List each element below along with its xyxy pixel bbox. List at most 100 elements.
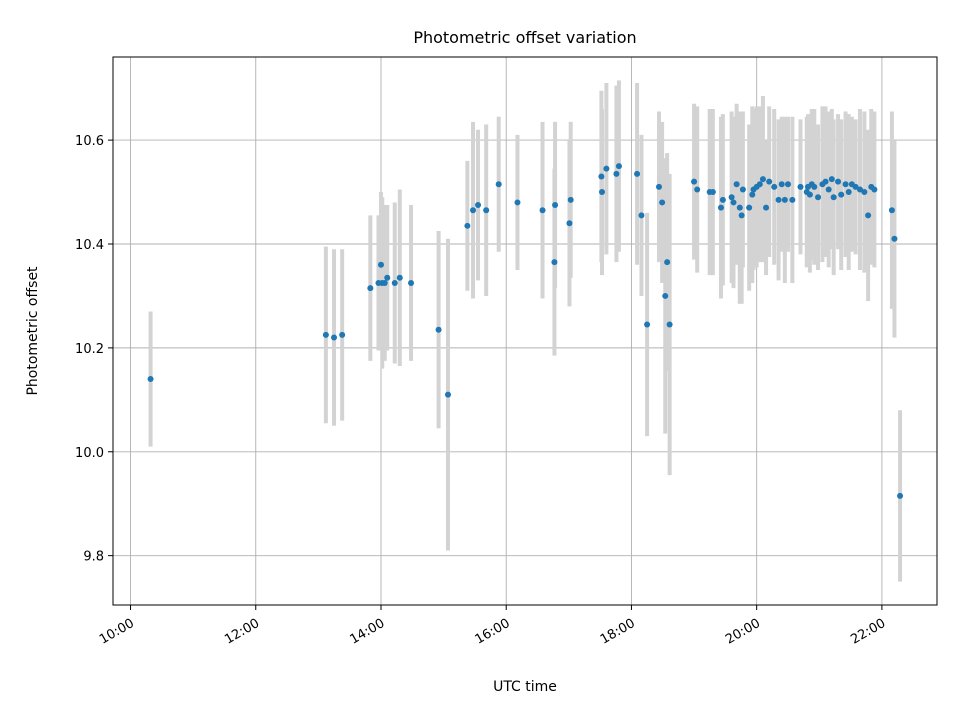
data-point xyxy=(664,259,671,266)
data-point xyxy=(694,186,701,193)
errorbar-series xyxy=(148,80,903,582)
data-point xyxy=(771,183,778,190)
data-point xyxy=(749,191,756,198)
data-point xyxy=(464,222,471,229)
data-point xyxy=(470,207,477,214)
data-point xyxy=(598,173,605,180)
y-axis-ticks: 9.8 10.0 10.2 10.4 10.6 xyxy=(75,134,113,565)
data-point xyxy=(830,194,837,201)
data-point xyxy=(852,183,859,190)
data-point xyxy=(483,207,490,214)
y-tick-label: 10.0 xyxy=(75,446,104,461)
data-point xyxy=(644,321,651,328)
data-point xyxy=(806,191,813,198)
data-point xyxy=(784,181,791,188)
y-tick-label: 10.6 xyxy=(75,134,104,149)
data-point xyxy=(835,178,842,185)
data-point xyxy=(759,176,766,183)
data-point xyxy=(475,202,482,209)
x-tick-label: 20:00 xyxy=(723,616,763,648)
data-point xyxy=(539,207,546,214)
data-point xyxy=(662,292,669,299)
data-point xyxy=(381,279,388,286)
data-point xyxy=(822,178,829,185)
data-point xyxy=(391,279,398,286)
data-point-series xyxy=(147,163,904,499)
data-point xyxy=(856,186,863,193)
data-point xyxy=(736,204,743,211)
data-point xyxy=(739,186,746,193)
data-point xyxy=(709,189,716,196)
x-tick-label: 22:00 xyxy=(848,616,888,648)
data-point xyxy=(825,186,832,193)
data-point xyxy=(738,212,745,219)
data-point xyxy=(367,285,374,292)
data-point xyxy=(691,178,698,185)
data-point xyxy=(322,331,329,338)
data-point xyxy=(842,181,849,188)
data-point xyxy=(728,194,735,201)
data-point xyxy=(781,196,788,203)
data-point xyxy=(514,199,521,206)
x-tick-label: 12:00 xyxy=(222,616,262,648)
data-point xyxy=(396,274,403,281)
data-point xyxy=(763,204,770,211)
data-point xyxy=(444,391,451,398)
data-point xyxy=(552,202,559,209)
data-point xyxy=(778,181,785,188)
x-axis-label: UTC time xyxy=(493,679,557,695)
data-point xyxy=(377,261,384,268)
data-point xyxy=(655,183,662,190)
x-tick-label: 10:00 xyxy=(97,616,137,648)
data-point xyxy=(495,181,502,188)
x-tick-label: 14:00 xyxy=(347,616,387,648)
data-point xyxy=(871,186,878,193)
data-point xyxy=(408,279,415,286)
data-point xyxy=(888,207,895,214)
data-point xyxy=(599,189,606,196)
data-point xyxy=(838,191,845,198)
x-tick-label: 18:00 xyxy=(598,616,638,648)
data-point xyxy=(435,326,442,333)
y-tick-label: 9.8 xyxy=(83,550,104,565)
data-point xyxy=(730,199,737,206)
data-point xyxy=(331,334,338,341)
data-point xyxy=(891,235,898,242)
y-tick-label: 10.4 xyxy=(75,238,104,253)
data-point xyxy=(659,199,666,206)
data-point xyxy=(897,492,904,499)
x-axis-ticks: 10:00 12:00 14:00 16:00 18:00 20:00 22:00 xyxy=(97,605,888,648)
data-point xyxy=(733,181,740,188)
data-point xyxy=(638,212,645,219)
data-point xyxy=(815,194,822,201)
data-point xyxy=(789,196,796,203)
data-point xyxy=(551,259,558,266)
plot-area-frame xyxy=(112,56,938,606)
y-tick-label: 10.2 xyxy=(75,342,104,357)
data-point xyxy=(603,165,610,172)
data-point xyxy=(746,204,753,211)
chart-title: Photometric offset variation xyxy=(413,28,636,47)
data-point xyxy=(845,189,852,196)
data-point xyxy=(865,212,872,219)
data-point xyxy=(861,189,868,196)
y-axis-label: Photometric offset xyxy=(25,266,41,396)
data-point xyxy=(811,183,818,190)
data-point xyxy=(339,331,346,338)
data-point xyxy=(634,170,641,177)
data-point xyxy=(775,196,782,203)
data-point xyxy=(566,220,573,227)
data-point xyxy=(717,204,724,211)
data-point xyxy=(567,196,574,203)
data-point xyxy=(613,170,620,177)
data-point xyxy=(384,274,391,281)
data-point xyxy=(828,176,835,183)
data-point xyxy=(756,181,763,188)
data-point xyxy=(147,376,154,383)
x-tick-label: 16:00 xyxy=(473,616,513,648)
data-point xyxy=(797,183,804,190)
data-point xyxy=(766,178,773,185)
data-point xyxy=(615,163,622,170)
data-point xyxy=(719,196,726,203)
